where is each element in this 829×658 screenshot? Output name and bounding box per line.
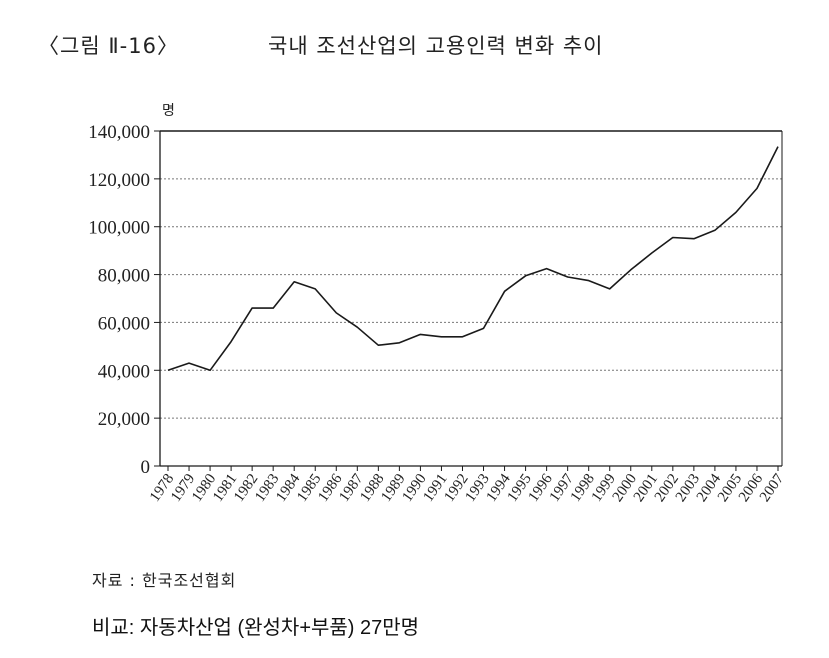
y-tick-label: 100,000 — [88, 218, 150, 239]
source-note: 자료 : 한국조선협회 — [92, 571, 237, 590]
line-chart: 0 20,000 40,000 60,000 80,000 100,000 120,000 1… — [88, 103, 788, 505]
y-tick-label: 0 — [141, 457, 151, 478]
series-line — [167, 146, 779, 372]
series-layer — [167, 146, 779, 372]
y-tick-label: 80,000 — [98, 266, 150, 287]
y-tick-label: 140,000 — [88, 122, 150, 143]
x-tick-label: 2007 — [757, 471, 788, 505]
y-tick-label: 120,000 — [88, 170, 150, 191]
chart-title: 국내 조선산업의 고용인력 변화 추이 — [268, 34, 604, 58]
x-tick-labels: 1978197919801981198219831984198519861987… — [147, 471, 788, 505]
y-unit-label: 명 — [162, 103, 175, 119]
y-tick-labels: 0 20,000 40,000 60,000 80,000 100,000 120,000 1… — [88, 122, 150, 478]
figure-label: 〈그림 Ⅱ-16〉 — [38, 34, 179, 58]
y-tick-label: 40,000 — [98, 361, 150, 382]
comparison-note: 비교: 자동차산업 (완성차+부품) 27만명 — [92, 617, 420, 639]
grid-lines — [160, 130, 782, 419]
y-tick-label: 20,000 — [98, 409, 150, 430]
axes — [154, 130, 783, 471]
y-tick-label: 60,000 — [98, 313, 150, 334]
